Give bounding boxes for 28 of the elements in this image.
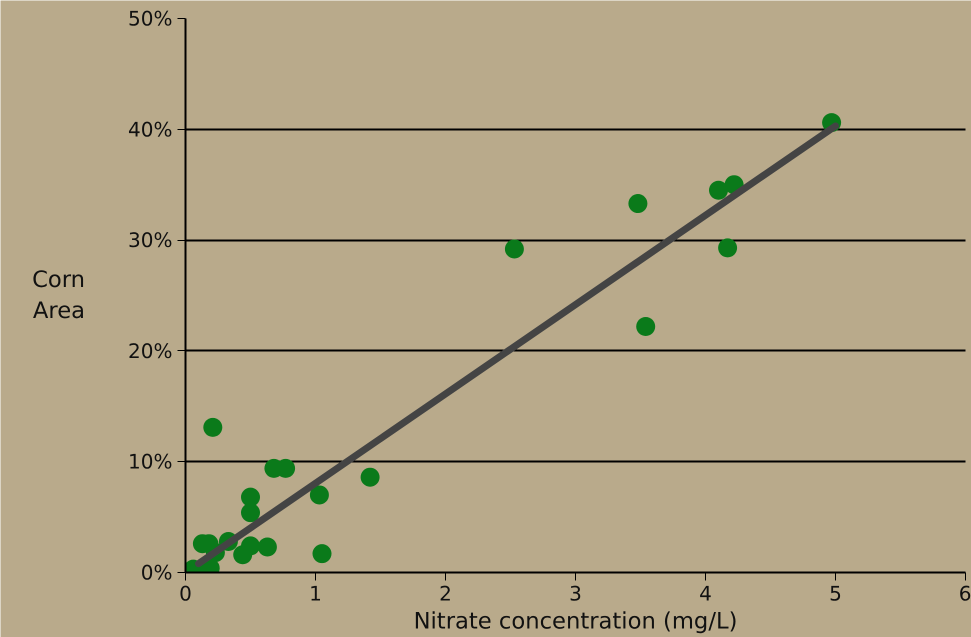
y-tick-label: 10% [128, 450, 172, 474]
point [203, 418, 222, 437]
x-tick-label: 6 [958, 582, 971, 606]
point [504, 239, 524, 258]
y-tick-label: 20% [128, 338, 172, 363]
x-axis-title: Nitrate concentration (mg/L) [414, 608, 738, 634]
y-tick-label: 0% [140, 560, 173, 584]
x-tick-label: 3 [569, 582, 582, 606]
y-axis-title: Corn Area [32, 266, 86, 324]
y-tick-label: 30% [128, 228, 172, 252]
point [233, 545, 252, 564]
x-tick-label: 5 [829, 582, 842, 606]
point [241, 488, 260, 507]
point [636, 317, 656, 336]
y-tick-label: 40% [128, 117, 172, 142]
point [241, 503, 260, 522]
x-tick-label: 0 [179, 582, 192, 606]
point [628, 194, 648, 214]
point [310, 485, 329, 504]
point [709, 180, 728, 200]
x-tick-label: 4 [699, 582, 712, 606]
point [258, 538, 277, 556]
x-tick-label: 1 [309, 582, 322, 606]
point [360, 468, 380, 487]
point [312, 544, 332, 564]
point [718, 238, 738, 258]
y-tick-label: 50% [128, 6, 172, 30]
x-tick-label: 2 [439, 582, 452, 606]
